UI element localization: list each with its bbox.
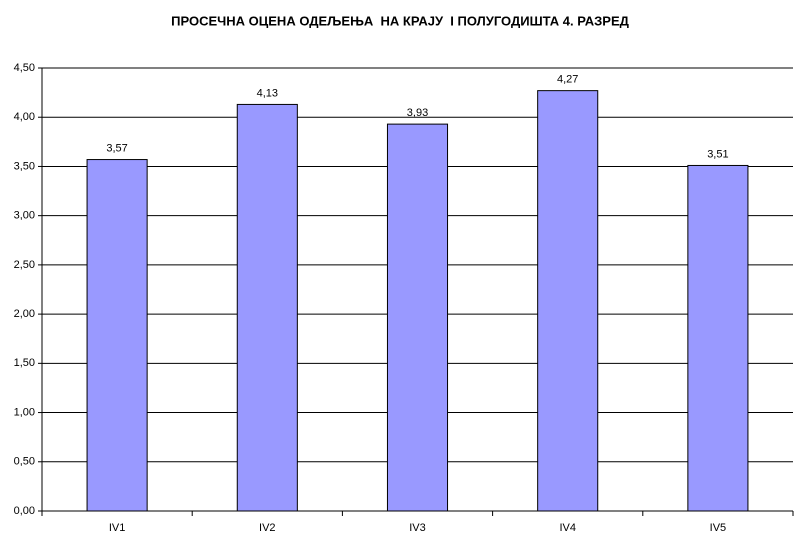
y-tick-label: 3,50 [14, 160, 35, 172]
bar [537, 90, 599, 512]
x-tick-label: IV2 [259, 522, 276, 534]
chart-title: ПРОСЕЧНА ОЦЕНА ОДЕЉЕЊА НА КРАЈУ I ПОЛУГО… [171, 13, 630, 28]
y-tick-label: 4,50 [14, 62, 35, 74]
bar [236, 103, 298, 512]
value-label: 3,51 [707, 148, 728, 160]
y-tick-label: 0,00 [14, 505, 35, 517]
y-tick-label: 1,00 [14, 406, 35, 418]
y-tick-label: 4,00 [14, 111, 35, 123]
bar [86, 159, 148, 512]
x-tick-label: IV5 [710, 522, 727, 534]
x-tick-label: IV4 [559, 522, 576, 534]
x-tick-label: IV1 [109, 522, 126, 534]
value-label: 3,57 [106, 142, 127, 154]
y-tick-label: 3,00 [14, 210, 35, 222]
value-label: 3,93 [407, 107, 428, 119]
y-tick-label: 2,00 [14, 308, 35, 320]
y-tick-label: 0,50 [14, 456, 35, 468]
x-tick-label: IV3 [409, 522, 426, 534]
bar [687, 164, 749, 512]
value-label: 4,27 [557, 74, 578, 86]
value-label: 4,13 [257, 87, 278, 99]
bar [386, 123, 449, 512]
y-tick-label: 1,50 [14, 357, 35, 369]
y-tick-label: 2,50 [14, 259, 35, 271]
